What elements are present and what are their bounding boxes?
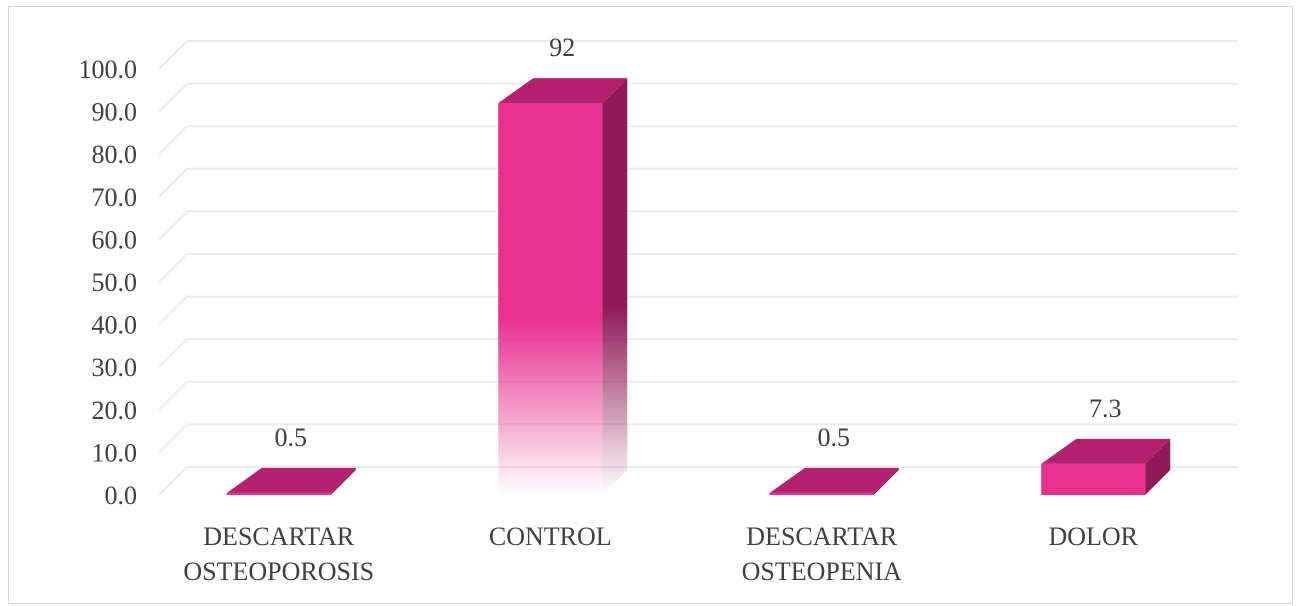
- gridline-diagonal: [158, 168, 188, 198]
- gridline-diagonal: [158, 82, 188, 113]
- bar-3: [1041, 438, 1171, 495]
- gridline-diagonal: [158, 423, 188, 454]
- grid-layer: [158, 40, 1238, 496]
- y-tick-label: 50.0: [92, 268, 138, 297]
- category-label-0: OSTEOPOROSIS: [183, 557, 374, 586]
- data-label-layer: 0.5 92 0.5 7.3: [275, 33, 1122, 452]
- y-tick-label: 100.0: [79, 55, 138, 84]
- chart-svg: 0.0 10.0 20.0 30.0 40.0 50.0 60.0 70.0 80.0 90.0 1…: [79, 33, 1238, 586]
- y-tick-label: 70.0: [92, 183, 138, 212]
- category-label-2: DESCARTAR: [746, 522, 898, 551]
- gridline-diagonal: [158, 295, 188, 326]
- gridline-diagonal: [158, 466, 188, 496]
- category-label-layer: DESCARTAR OSTEOPOROSIS CONTROL DESCARTAR OST…: [183, 522, 1138, 586]
- bar-front: [1041, 463, 1146, 495]
- category-label-1: CONTROL: [489, 522, 612, 551]
- data-label-1: 92: [549, 33, 575, 62]
- bar-front: [226, 492, 331, 495]
- y-tick-label: 0.0: [105, 481, 138, 510]
- gridline-diagonal: [158, 125, 188, 155]
- gridline-diagonal: [158, 381, 188, 411]
- y-tick-label: 20.0: [92, 396, 138, 425]
- y-tick-label: 60.0: [92, 225, 138, 254]
- gridline-diagonal: [158, 338, 188, 368]
- y-tick-label: 90.0: [92, 98, 138, 127]
- chart-frame: 0.0 10.0 20.0 30.0 40.0 50.0 60.0 70.0 80.0 90.0 1…: [8, 6, 1293, 604]
- y-tick-label: 10.0: [92, 438, 138, 467]
- data-label-0: 0.5: [275, 423, 308, 452]
- bar-front: [769, 492, 874, 495]
- gridline-diagonal: [158, 40, 188, 70]
- bar-side: [873, 467, 899, 495]
- bar-1: [498, 78, 628, 495]
- bar-top: [1041, 438, 1171, 464]
- data-label-2: 0.5: [818, 423, 851, 452]
- category-label-3: DOLOR: [1048, 522, 1138, 551]
- bar-side: [602, 78, 628, 495]
- bar-0: [226, 467, 356, 495]
- bar-top: [769, 467, 899, 493]
- bar-2: [769, 467, 899, 495]
- bar-front: [498, 103, 603, 495]
- y-tick-label: 30.0: [92, 353, 138, 382]
- bar-top: [226, 467, 356, 493]
- bar-layer: [226, 78, 1171, 495]
- y-tick-label: 80.0: [92, 140, 138, 169]
- bar-side: [1145, 438, 1171, 495]
- gridline-diagonal: [158, 210, 188, 241]
- category-label-0: DESCARTAR: [203, 522, 355, 551]
- bar-top: [498, 78, 628, 104]
- y-axis-ticks: 0.0 10.0 20.0 30.0 40.0 50.0 60.0 70.0 80.0 90.0 1…: [79, 55, 138, 510]
- data-label-3: 7.3: [1089, 394, 1122, 423]
- category-label-2: OSTEOPENIA: [742, 557, 903, 586]
- bar-side: [330, 467, 356, 495]
- gridline-diagonal: [158, 253, 188, 283]
- y-tick-label: 40.0: [92, 311, 138, 340]
